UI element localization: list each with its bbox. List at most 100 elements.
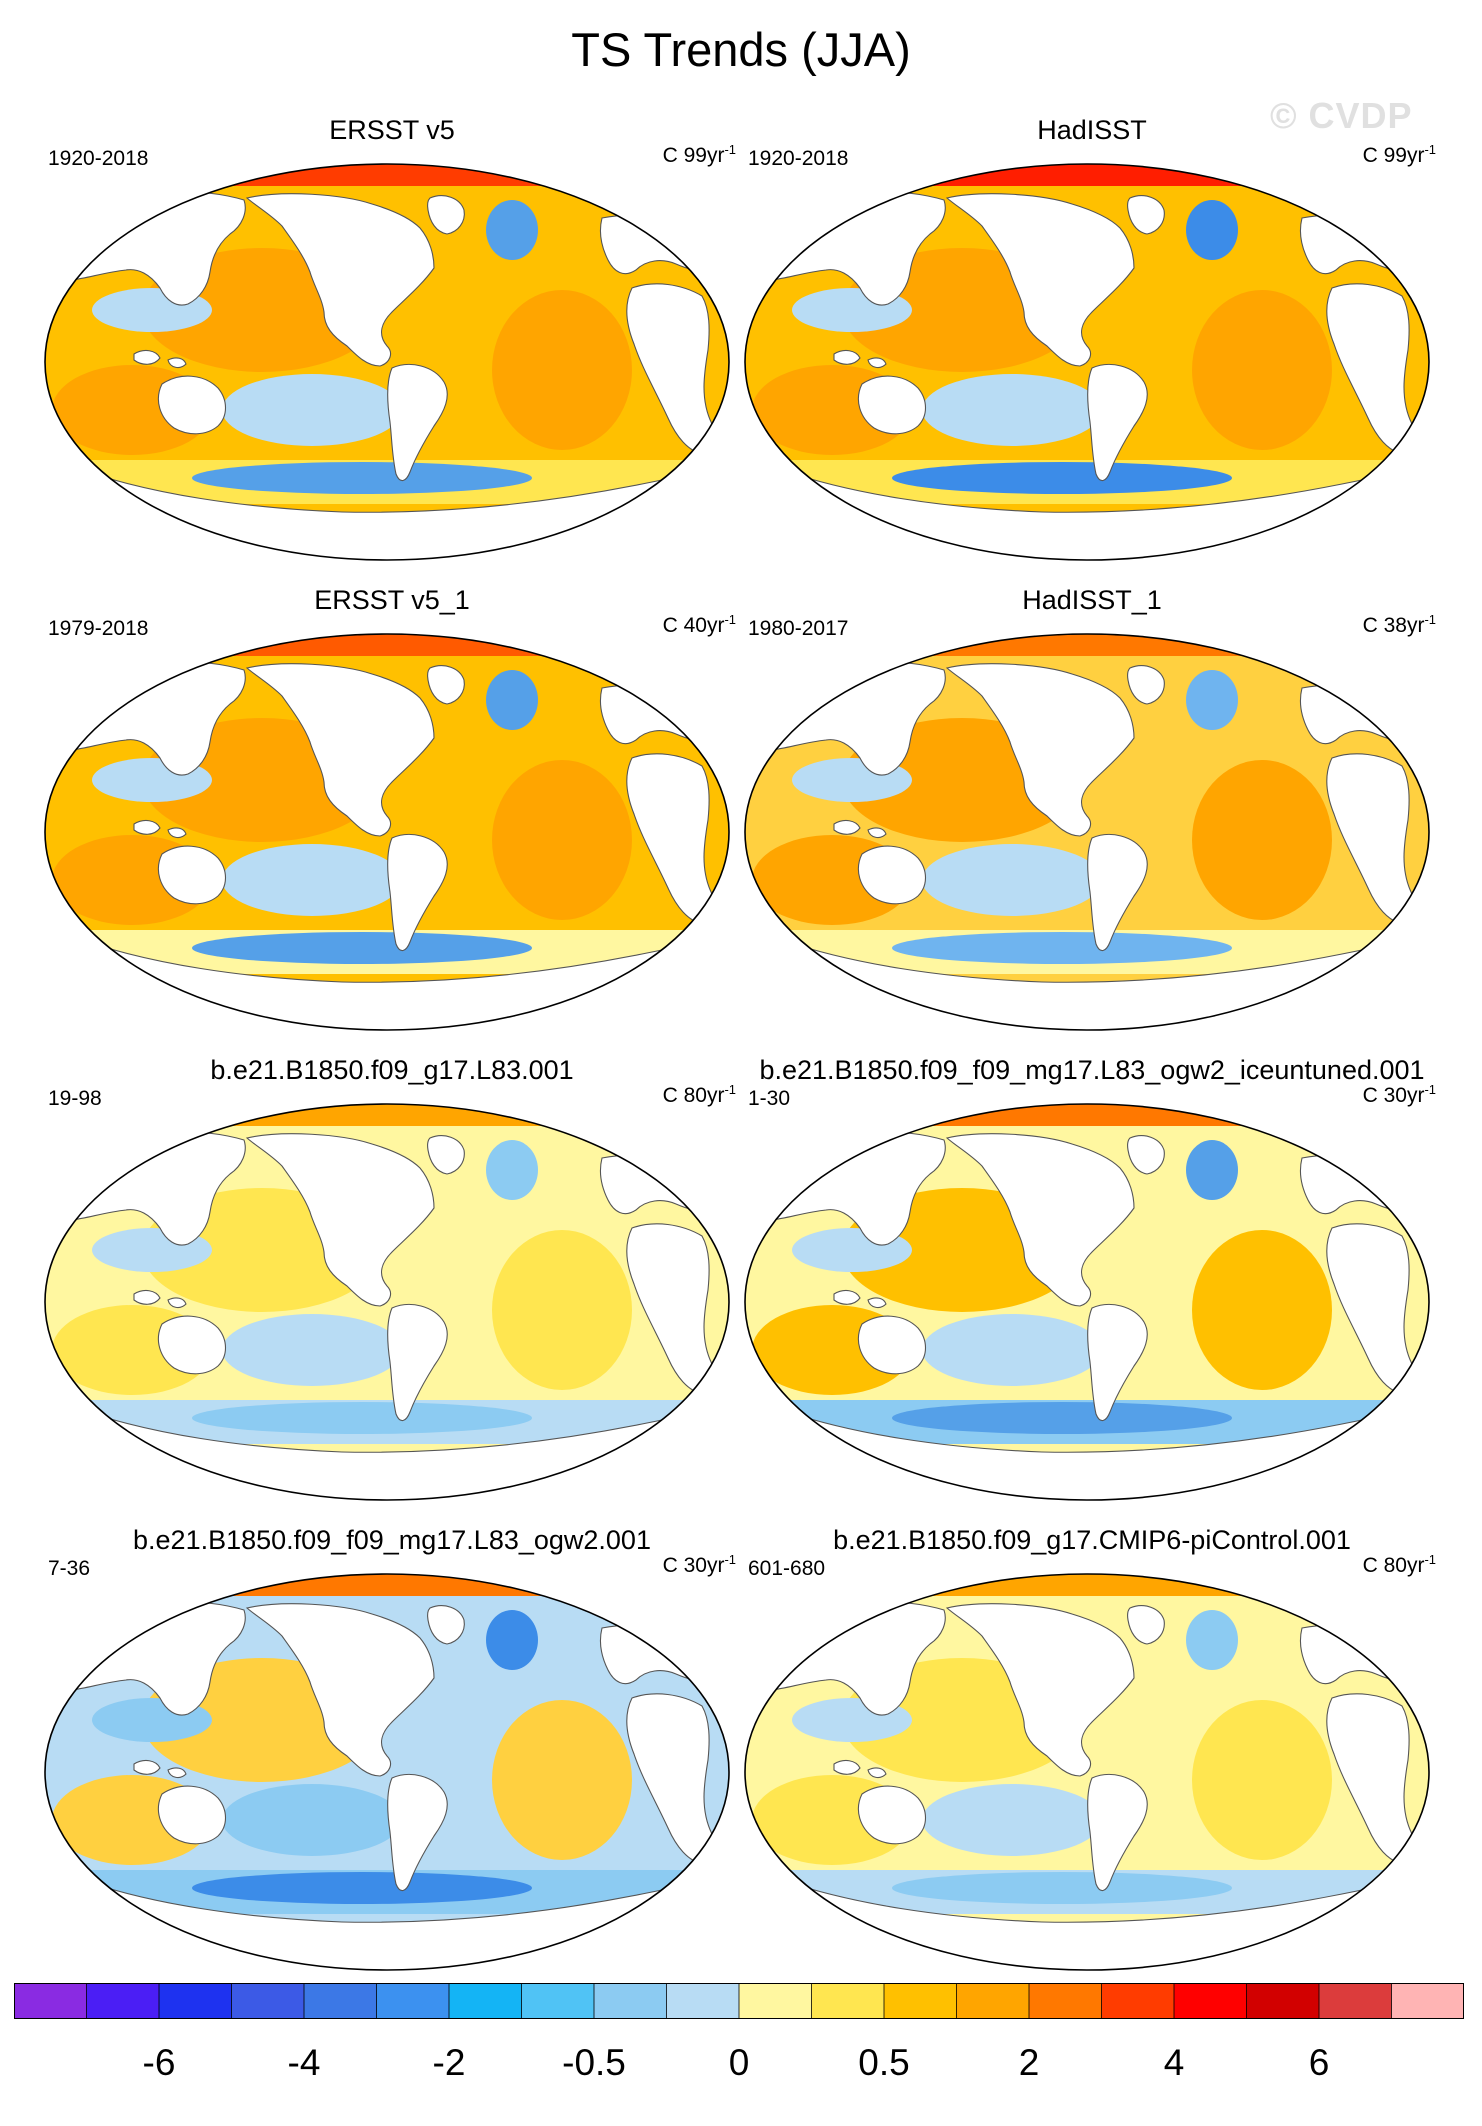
colorbar-box — [1029, 1983, 1102, 2019]
map-border — [44, 163, 730, 561]
ocean-field — [745, 1104, 1429, 1500]
landmass-indonesia — [133, 1289, 187, 1309]
trend-cold-southern-band — [192, 462, 532, 494]
panel-title: b.e21.B1850.f09_f09_mg17.L83_ogw2_iceunt… — [759, 1055, 1425, 1085]
panel-title: b.e21.B1850.f09_f09_mg17.L83_ogw2.001 — [133, 1525, 651, 1555]
trend-shade-atlantic — [1192, 1230, 1332, 1390]
colorbar-tick-label: 2 — [1018, 2042, 1040, 2083]
colorbar-box — [666, 1983, 739, 2019]
colorbar-box — [376, 1983, 449, 2019]
colorbar-box — [956, 1983, 1029, 2019]
landmass-north-america — [245, 663, 435, 837]
panel-units: C 99yr-1 — [662, 142, 736, 167]
landmass-south-america — [1087, 364, 1148, 482]
landmass-indonesia — [833, 819, 887, 839]
panel-units: C 30yr-1 — [662, 1552, 736, 1577]
landmass-south-america — [387, 1304, 448, 1422]
map-border — [744, 633, 1430, 1031]
world-map — [44, 1103, 730, 1501]
landmass-south-america — [387, 1774, 448, 1892]
trend-cool-south-pacific — [922, 1314, 1102, 1386]
landmass-indonesia — [133, 1759, 187, 1779]
colorbar-box — [739, 1983, 812, 2019]
ocean-field — [45, 164, 729, 560]
map-panel-ersst-v5-1: ERSST v5_1 1979-2018 C 40yr-1 — [42, 585, 742, 1055]
colorbar-box — [1246, 1983, 1319, 2019]
panel-title: ERSST v5_1 — [314, 585, 470, 615]
landmass-north-america — [945, 663, 1135, 837]
trend-cold-southern-band — [892, 1872, 1232, 1904]
trend-shade-atlantic — [492, 760, 632, 920]
landmass-australia — [157, 375, 227, 435]
landmass-indonesia — [133, 819, 187, 839]
panel-title: HadISST — [1037, 115, 1147, 145]
panel-units: C 80yr-1 — [662, 1082, 736, 1107]
landmass-greenland — [427, 665, 465, 705]
landmass-indonesia — [833, 1759, 887, 1779]
landmass-australia — [857, 375, 927, 435]
landmass-south-america — [1087, 1304, 1148, 1422]
trend-cold-southern-band — [892, 462, 1232, 494]
panel-units: C 40yr-1 — [662, 612, 736, 637]
world-map — [44, 163, 730, 561]
panel-period: 19-98 — [48, 1087, 102, 1110]
trend-cool-south-pacific — [222, 1314, 402, 1386]
colorbar-box — [1391, 1983, 1464, 2019]
trend-cool-south-pacific — [222, 844, 402, 916]
trend-shade-atlantic — [1192, 1700, 1332, 1860]
map-panel-ersst-v5: ERSST v5 1920-2018 C 99yr-1 — [42, 115, 742, 585]
panel-units: C 30yr-1 — [1362, 1082, 1436, 1107]
trend-cold-labrador — [486, 1610, 538, 1670]
colorbar-tick-label: 4 — [1163, 2042, 1185, 2083]
landmass-australia — [857, 1785, 927, 1845]
landmass-australia — [157, 1785, 227, 1845]
panel-title: b.e21.B1850.f09_g17.L83.001 — [210, 1055, 574, 1085]
colorbar-box — [1101, 1983, 1174, 2019]
world-map — [44, 633, 730, 1031]
panel-title: b.e21.B1850.f09_g17.CMIP6-piControl.001 — [833, 1525, 1351, 1555]
landmass-greenland — [1127, 1605, 1165, 1645]
landmass-north-america — [245, 193, 435, 367]
trend-shade-atlantic — [492, 290, 632, 450]
colorbar-tick-label: 0 — [728, 2042, 750, 2083]
trend-cold-labrador — [1186, 670, 1238, 730]
colorbar-box — [1319, 1983, 1392, 2019]
panel-period: 1920-2018 — [48, 147, 149, 170]
map-border — [44, 1573, 730, 1971]
map-border — [744, 1103, 1430, 1501]
colorbar-box — [231, 1983, 304, 2019]
map-panel-hadisst-1: HadISST_1 1980-2017 C 38yr-1 — [742, 585, 1442, 1055]
world-map — [744, 163, 1430, 561]
world-map — [744, 1103, 1430, 1501]
panel-title: HadISST_1 — [1022, 585, 1162, 615]
trend-cool-south-pacific — [222, 1784, 402, 1856]
colorbar-box — [159, 1983, 232, 2019]
trend-cold-southern-band — [892, 1402, 1232, 1434]
landmass-greenland — [1127, 195, 1165, 235]
colorbar-box — [594, 1983, 667, 2019]
trend-cold-labrador — [1186, 1610, 1238, 1670]
colorbar-tick-label: -4 — [287, 2042, 321, 2083]
landmass-north-america — [945, 1133, 1135, 1307]
panel-units: C 38yr-1 — [1362, 612, 1436, 637]
map-panel-l83-001: b.e21.B1850.f09_g17.L83.001 19-98 C 80yr… — [42, 1055, 742, 1525]
landmass-greenland — [427, 195, 465, 235]
trend-cool-south-pacific — [922, 844, 1102, 916]
panel-period: 1979-2018 — [48, 617, 149, 640]
page-title: TS Trends (JJA) — [571, 23, 911, 76]
world-map — [744, 1573, 1430, 1971]
trend-cool-south-pacific — [922, 374, 1102, 446]
map-panel-hadisst: HadISST 1920-2018 C 99yr-1 — [742, 115, 1442, 585]
colorbar-tick-label: 6 — [1308, 2042, 1330, 2083]
colorbar-box — [811, 1983, 884, 2019]
trend-shade-atlantic — [1192, 290, 1332, 450]
landmass-indonesia — [833, 349, 887, 369]
cvdp-watermark: © CVDP — [1270, 95, 1413, 136]
landmass-north-america — [245, 1603, 435, 1777]
ocean-field — [45, 634, 729, 1030]
colorbar-tick-label: -6 — [142, 2042, 176, 2083]
ocean-field — [745, 164, 1429, 560]
ocean-field — [45, 1104, 729, 1500]
trend-cold-labrador — [486, 1140, 538, 1200]
colorbar-box — [14, 1983, 87, 2019]
